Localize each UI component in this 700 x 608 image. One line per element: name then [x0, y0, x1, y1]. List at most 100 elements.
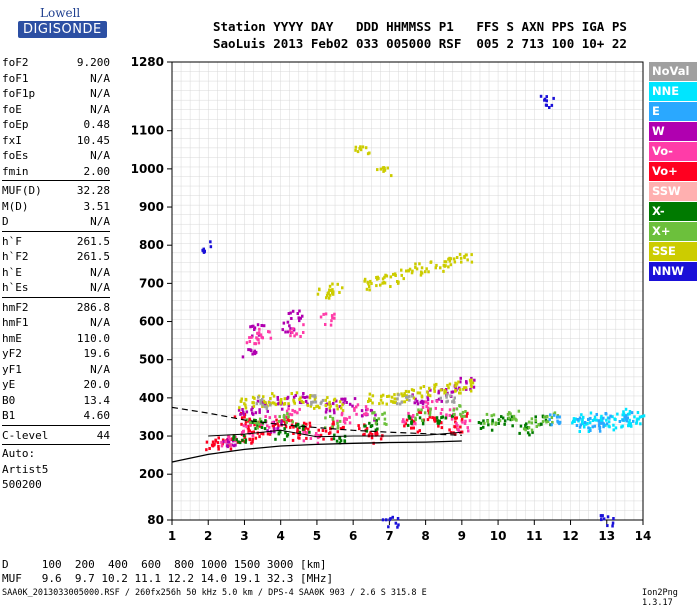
echo-point	[359, 145, 362, 149]
header-line-2: SaoLuis 2013 Feb02 033 005000 RSF 005 2 …	[213, 36, 627, 51]
y-tick-label: 900	[139, 200, 164, 214]
echo-point	[331, 316, 334, 320]
echo-point	[287, 407, 290, 411]
echo-point	[356, 403, 360, 407]
echo-point	[602, 416, 605, 420]
echo-point	[317, 434, 320, 437]
echo-point	[205, 448, 208, 452]
echo-point	[379, 283, 382, 287]
echo-point	[360, 409, 364, 413]
echo-point	[400, 392, 403, 396]
param-name: h`F	[2, 234, 22, 248]
echo-point	[414, 397, 417, 401]
y-tick-label: 300	[139, 429, 164, 443]
echo-point	[602, 425, 605, 429]
echo-point	[250, 324, 254, 328]
echo-point	[363, 424, 366, 428]
echo-point	[369, 408, 373, 412]
echo-point	[232, 435, 235, 439]
echo-point	[461, 410, 465, 414]
echo-point	[442, 269, 445, 273]
echo-point	[455, 256, 459, 259]
echo-point	[333, 433, 336, 437]
echo-point	[276, 422, 279, 426]
echo-point	[313, 398, 317, 402]
echo-point	[450, 414, 454, 418]
echo-point	[403, 400, 407, 404]
echo-point	[410, 271, 414, 275]
echo-point	[440, 408, 444, 411]
echo-point	[368, 421, 371, 425]
echo-point	[211, 440, 215, 444]
echo-point	[379, 437, 383, 441]
param-value: N/A	[90, 265, 110, 279]
echo-point	[253, 396, 256, 400]
echo-point	[331, 282, 334, 286]
echo-point	[273, 430, 276, 434]
echo-point	[291, 327, 295, 331]
echo-point	[336, 282, 339, 286]
echo-point	[445, 413, 448, 417]
echo-point	[490, 428, 494, 432]
echo-point	[373, 417, 376, 421]
echo-point	[437, 424, 440, 428]
echo-point	[494, 422, 497, 426]
echo-point	[253, 326, 257, 330]
echo-point	[369, 399, 372, 402]
echo-point	[361, 145, 365, 149]
echo-point	[492, 413, 496, 417]
echo-point	[322, 437, 325, 441]
echo-point	[319, 315, 323, 319]
echo-point	[291, 331, 294, 334]
echo-point	[454, 420, 457, 424]
echo-point	[421, 406, 425, 409]
echo-point	[385, 402, 388, 406]
echo-point	[228, 438, 232, 441]
echo-point	[439, 266, 442, 270]
echo-point	[624, 407, 628, 411]
echo-point	[412, 396, 416, 400]
echo-point	[599, 421, 603, 425]
echo-point	[268, 425, 271, 429]
echo-point	[374, 421, 378, 425]
param-value: 9.200	[76, 56, 110, 70]
echo-point	[574, 417, 577, 421]
echo-point	[451, 400, 454, 404]
param-value: 261.5	[76, 250, 110, 264]
trace-curve	[208, 429, 462, 438]
echo-point	[531, 430, 534, 434]
echo-point	[437, 389, 441, 393]
echo-point	[448, 259, 452, 263]
echo-point	[404, 422, 407, 426]
echo-point	[266, 429, 269, 433]
param-value: 10.45	[76, 133, 110, 147]
echo-point	[605, 422, 609, 426]
y-tick-label: 1100	[131, 124, 164, 138]
echo-point	[414, 265, 417, 269]
echo-point	[453, 260, 457, 264]
echo-point	[453, 412, 456, 416]
echo-point	[449, 257, 453, 261]
echo-point	[583, 421, 587, 424]
echo-point	[572, 419, 575, 423]
echo-point	[524, 423, 527, 427]
echo-point	[220, 440, 223, 444]
echo-point	[245, 418, 249, 422]
echo-point	[314, 400, 318, 404]
echo-point	[630, 424, 633, 428]
echo-point	[257, 422, 261, 426]
param-name: fmin	[2, 164, 29, 178]
echo-point	[444, 260, 448, 264]
echo-point	[333, 316, 336, 320]
echo-point	[454, 384, 457, 388]
echo-point	[575, 424, 579, 427]
param-separator	[2, 444, 110, 445]
echo-point	[336, 430, 339, 434]
echo-point	[534, 415, 537, 419]
echo-point	[416, 391, 420, 395]
echo-point	[299, 316, 302, 320]
echo-point	[286, 330, 290, 334]
echo-point	[292, 432, 295, 435]
echo-point	[415, 267, 419, 271]
echo-point	[296, 422, 300, 426]
